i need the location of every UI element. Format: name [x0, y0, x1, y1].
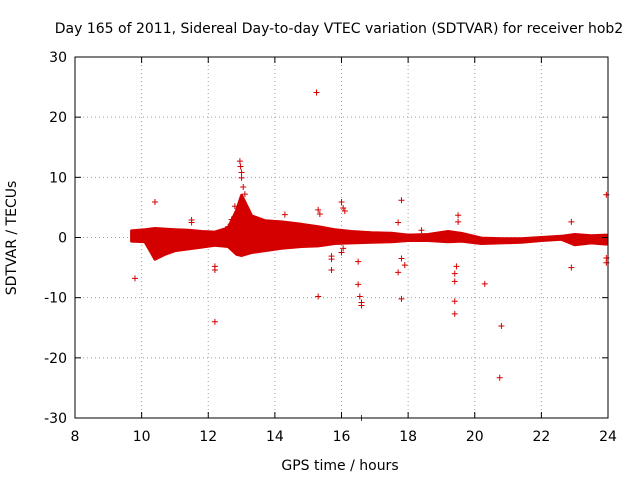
data-point [455, 212, 462, 219]
y-tick-label: -10 [44, 291, 67, 307]
data-point [315, 206, 322, 213]
y-tick-label: -20 [44, 351, 67, 367]
x-tick-label: 12 [199, 429, 217, 445]
data-point [281, 211, 288, 218]
data-point [328, 256, 335, 263]
data-point [398, 295, 405, 302]
data-point [451, 278, 458, 285]
data-band [130, 193, 608, 261]
x-tick-label: 20 [466, 429, 484, 445]
data-point [340, 245, 347, 252]
data-point [358, 302, 365, 309]
x-axis-tick-labels: 8 10 12 14 16 18 20 22 24 [71, 429, 617, 445]
y-tick-label: 10 [49, 170, 67, 186]
data-point [395, 219, 402, 226]
axis-ticks [74, 56, 609, 419]
data-point [313, 89, 320, 96]
data-point [395, 269, 402, 276]
x-tick-label: 10 [133, 429, 151, 445]
data-point [315, 293, 322, 300]
data-point [237, 163, 244, 170]
data-point [455, 218, 462, 225]
data-point [238, 174, 245, 181]
x-tick-label: 16 [333, 429, 351, 445]
data-point [568, 264, 575, 271]
data-point [211, 318, 218, 325]
data-point [241, 191, 248, 198]
data-point [453, 263, 460, 270]
data-point [338, 249, 345, 256]
data-point [568, 218, 575, 225]
data-point [228, 216, 235, 223]
data-band-envelope [130, 193, 608, 261]
data-point [418, 227, 425, 234]
data-point [188, 219, 195, 226]
data-point [355, 281, 362, 288]
y-axis-label: SDTVAR / TECUs [4, 181, 20, 296]
data-point [498, 322, 505, 329]
data-point [328, 266, 335, 273]
data-point [211, 266, 218, 273]
data-point [398, 255, 405, 262]
data-point [481, 280, 488, 287]
chart-title: Day 165 of 2011, Sidereal Day-to-day VTE… [55, 21, 623, 37]
data-point [451, 270, 458, 277]
x-tick-label: 22 [532, 429, 550, 445]
data-point [338, 199, 345, 206]
data-point [496, 374, 503, 381]
x-tick-label: 8 [71, 429, 80, 445]
data-point [316, 211, 323, 218]
data-point [131, 275, 138, 282]
x-tick-label: 24 [599, 429, 617, 445]
y-tick-label: 20 [49, 110, 67, 126]
data-point [451, 310, 458, 317]
data-point [238, 169, 245, 176]
data-point [356, 293, 363, 300]
data-point [340, 205, 347, 212]
y-axis-tick-labels: -30 -20 -10 0 10 20 30 [44, 50, 67, 427]
x-tick-label: 18 [399, 429, 417, 445]
x-axis-label: GPS time / hours [281, 458, 398, 474]
data-point [355, 258, 362, 265]
data-point [341, 208, 348, 215]
data-point [231, 203, 238, 210]
data-point [151, 199, 158, 206]
data-point [240, 183, 247, 190]
y-tick-label: 30 [49, 50, 67, 66]
data-point [451, 298, 458, 305]
data-point [401, 262, 408, 269]
y-tick-label: 0 [58, 231, 67, 247]
x-tick-label: 14 [266, 429, 284, 445]
data-point [225, 223, 232, 230]
data-point [236, 158, 243, 165]
y-tick-label: -30 [44, 411, 67, 427]
data-point [398, 197, 405, 204]
